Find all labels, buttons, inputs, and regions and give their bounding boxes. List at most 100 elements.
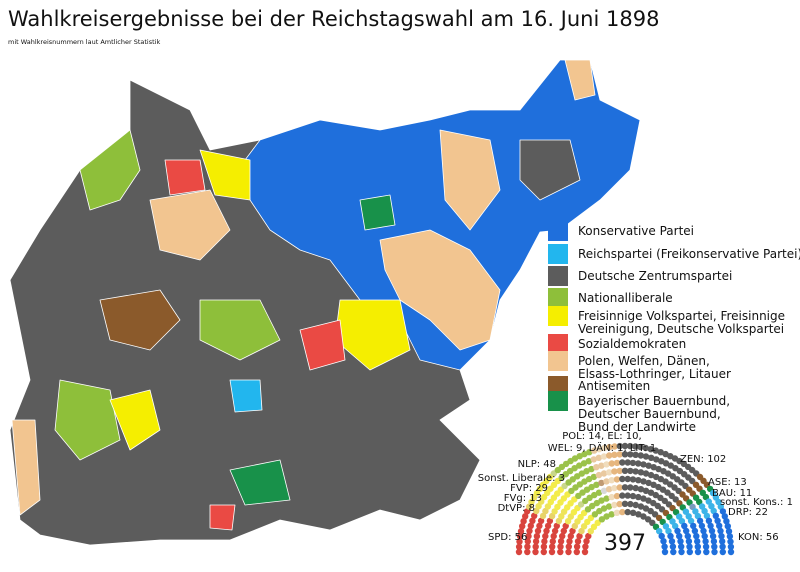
seat-label: sonst. Kons.: 1 [720, 497, 793, 508]
seat [591, 491, 598, 499]
seat [560, 527, 567, 535]
seat [580, 523, 588, 530]
seat [635, 477, 642, 484]
seat [588, 465, 595, 473]
seat [600, 487, 608, 494]
seat [678, 543, 685, 550]
seat [595, 489, 603, 496]
seat [627, 500, 634, 508]
seat [606, 443, 613, 451]
seat [640, 461, 647, 468]
seat [652, 473, 660, 481]
seat [694, 543, 701, 550]
seat [647, 489, 655, 496]
seat [594, 519, 601, 526]
seat [637, 452, 644, 459]
legend-label: Antisemiten [578, 379, 650, 393]
seat [573, 543, 581, 550]
seat [548, 548, 556, 556]
seat [682, 508, 690, 515]
seat [619, 459, 626, 466]
seat [585, 475, 593, 483]
seat [608, 477, 615, 484]
map-region [109, 389, 161, 451]
map-region [244, 59, 641, 371]
seat [723, 518, 730, 525]
seat [632, 501, 639, 509]
seat [581, 548, 589, 556]
map-region [209, 504, 236, 531]
seat [553, 522, 560, 530]
seat [711, 543, 718, 550]
seat [562, 522, 569, 530]
seat [700, 527, 707, 535]
seat [694, 548, 702, 556]
seat [653, 456, 660, 463]
seat [537, 517, 545, 524]
seat [525, 533, 532, 540]
seat [703, 548, 710, 556]
seat [580, 460, 588, 467]
seat [621, 467, 629, 474]
legend-label: Deutsche Zentrumspartei [578, 269, 732, 283]
seat [524, 543, 531, 550]
seat [531, 512, 538, 519]
seat [516, 538, 523, 545]
seat [624, 508, 631, 516]
map-region [54, 379, 121, 461]
seat [705, 517, 713, 524]
map-region [439, 129, 501, 231]
seat [582, 543, 589, 550]
seat [619, 475, 626, 483]
seat [611, 451, 618, 458]
seat [696, 517, 704, 525]
seat [662, 523, 670, 530]
seat [557, 538, 565, 545]
seat-label: ASE: 13 [708, 477, 747, 488]
seat [540, 543, 548, 550]
seat [549, 543, 556, 550]
legend-swatch [548, 266, 568, 286]
seat [576, 462, 583, 469]
legend-swatch [548, 244, 568, 264]
seat [652, 447, 659, 454]
seat [685, 513, 692, 520]
legend-swatch [548, 351, 568, 371]
seat [627, 467, 634, 475]
map-region [199, 299, 281, 361]
seat [640, 495, 647, 502]
seat [533, 533, 541, 540]
legend-label: Nationalliberale [578, 291, 673, 305]
seat [632, 468, 639, 475]
seat [629, 509, 637, 516]
seat [546, 517, 554, 525]
seat [627, 451, 634, 458]
seat [565, 548, 572, 556]
legend-label: Konservative Partei [578, 224, 694, 238]
seat [619, 492, 626, 499]
seat [718, 533, 725, 540]
map-region [379, 229, 501, 351]
seat [647, 446, 654, 453]
seat [672, 522, 679, 530]
seat [707, 522, 714, 530]
seat [711, 548, 718, 556]
seat [637, 443, 644, 451]
seat [603, 478, 610, 485]
seat [600, 470, 608, 477]
seat [566, 538, 573, 545]
seat-label: DRP: 22 [728, 507, 768, 518]
seat [637, 469, 645, 476]
seat [605, 486, 613, 493]
seat [727, 543, 735, 550]
seat [613, 476, 621, 483]
seat [557, 543, 564, 550]
seat [588, 483, 595, 491]
map-region [229, 379, 263, 413]
seat [543, 527, 550, 535]
legend-swatch [548, 288, 568, 308]
seat [655, 465, 662, 473]
seat [601, 444, 608, 452]
seat [591, 511, 599, 518]
seat-label: WEL: 9, DÄN: 1, LIT: 1 [548, 441, 657, 454]
